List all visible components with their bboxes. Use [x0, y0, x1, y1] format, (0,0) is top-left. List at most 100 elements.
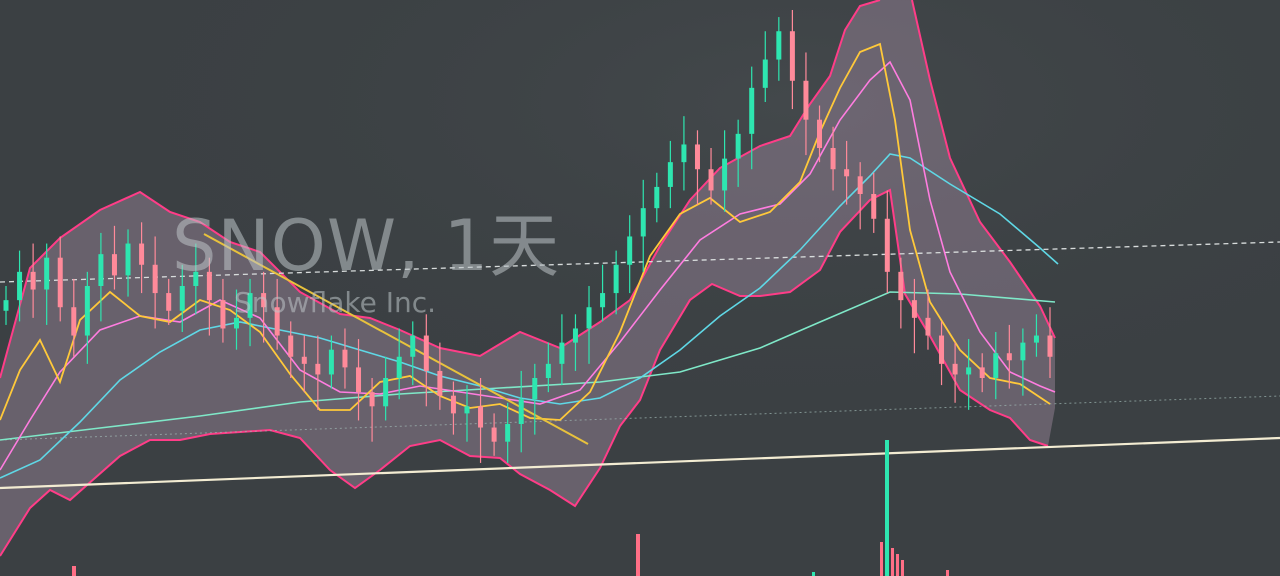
candle-body [220, 300, 226, 329]
ma-slow-line [0, 291, 1056, 441]
candle-body [98, 254, 104, 286]
candle-body [803, 80, 809, 120]
candle-body [884, 218, 890, 272]
candle-body [898, 271, 904, 301]
volume-bar [880, 542, 883, 576]
candle-body [356, 367, 362, 393]
candle-body [667, 162, 673, 187]
bollinger-upper-line [0, 0, 1056, 379]
candle-body [640, 208, 646, 237]
candle-body [857, 176, 863, 194]
candle-body [301, 356, 307, 364]
dashed-level-line [0, 241, 1280, 283]
symbol-watermark: SNOW, 1天 [172, 205, 561, 287]
candle-body [735, 133, 741, 159]
candle-body [17, 271, 23, 301]
candle-body [789, 31, 795, 81]
candle-body [247, 293, 253, 318]
candle-body [274, 307, 280, 336]
candle-body [464, 406, 470, 414]
candle-body [559, 342, 565, 364]
candle-body [776, 31, 782, 60]
candle-body [57, 257, 63, 308]
candle-body [722, 158, 728, 191]
candle-body [871, 194, 877, 219]
volume-bar [946, 570, 949, 576]
volume-bar [636, 534, 640, 576]
candle-body [491, 427, 497, 442]
candle-body [518, 399, 524, 424]
candle-body [505, 424, 511, 442]
candle-body [233, 317, 239, 329]
candle-body [437, 370, 443, 396]
candle-body [545, 363, 551, 378]
bollinger-lower-line [0, 188, 1049, 557]
candle-body [410, 335, 416, 357]
volume-bar [885, 440, 889, 576]
candle-body [1020, 342, 1026, 361]
candle-body [125, 243, 131, 276]
candle-body [572, 328, 578, 343]
bollinger-band-fill [0, 0, 1055, 556]
candle-body [654, 186, 660, 209]
candle-body [328, 349, 334, 375]
volume-bar [901, 560, 904, 576]
candle-body [817, 119, 823, 148]
candle-body [830, 148, 836, 170]
candle-body [71, 307, 77, 336]
volume-bar [72, 566, 76, 576]
candle-body [139, 243, 145, 265]
candle-body [111, 254, 117, 276]
candle-body [694, 144, 700, 170]
candle-body [532, 378, 538, 400]
candle-body [925, 317, 931, 336]
candle-body [708, 169, 714, 191]
candle-body [450, 395, 456, 414]
candle-body [342, 349, 348, 368]
candle-body [44, 257, 50, 290]
company-watermark: Snowflake Inc. [234, 286, 436, 319]
candle-body [369, 392, 375, 407]
candle-body [993, 353, 999, 378]
candle-body [600, 293, 606, 308]
candle-body [627, 236, 633, 265]
candle-body [749, 87, 755, 134]
candle-body [166, 293, 172, 311]
candle-body [423, 335, 429, 371]
candle-body [206, 271, 212, 301]
candle-body [478, 406, 484, 428]
candle-body [315, 363, 321, 375]
candle-body [762, 59, 768, 88]
candle-body [613, 264, 619, 294]
candle-body [30, 271, 36, 290]
candle-body [979, 367, 985, 378]
candle-body [1033, 335, 1039, 343]
candle-body [396, 356, 402, 378]
candle-body [681, 144, 687, 163]
candle-body [288, 335, 294, 357]
candle-body [383, 378, 389, 407]
candle-body [966, 367, 972, 375]
volume-bar [896, 554, 899, 576]
candle-series [3, 10, 1053, 463]
ma-mid-line [0, 153, 1059, 479]
faint-level-line [0, 395, 1280, 441]
candle-body [261, 293, 267, 308]
candle-body [911, 300, 917, 318]
candle-body [193, 271, 199, 286]
candle-body [179, 286, 185, 311]
volume-bar [812, 572, 815, 576]
volume-panel [72, 440, 949, 576]
support-trendline[interactable] [0, 436, 1280, 490]
bollinger-middle-line [0, 60, 1056, 471]
candle-body [952, 363, 958, 375]
candle-body [586, 307, 592, 329]
candle-body [844, 169, 850, 177]
candle-body [3, 300, 9, 311]
candle-body [1047, 335, 1053, 357]
descending-trendline[interactable] [203, 233, 589, 445]
volume-bar [891, 548, 894, 576]
candle-body [1006, 353, 1012, 361]
